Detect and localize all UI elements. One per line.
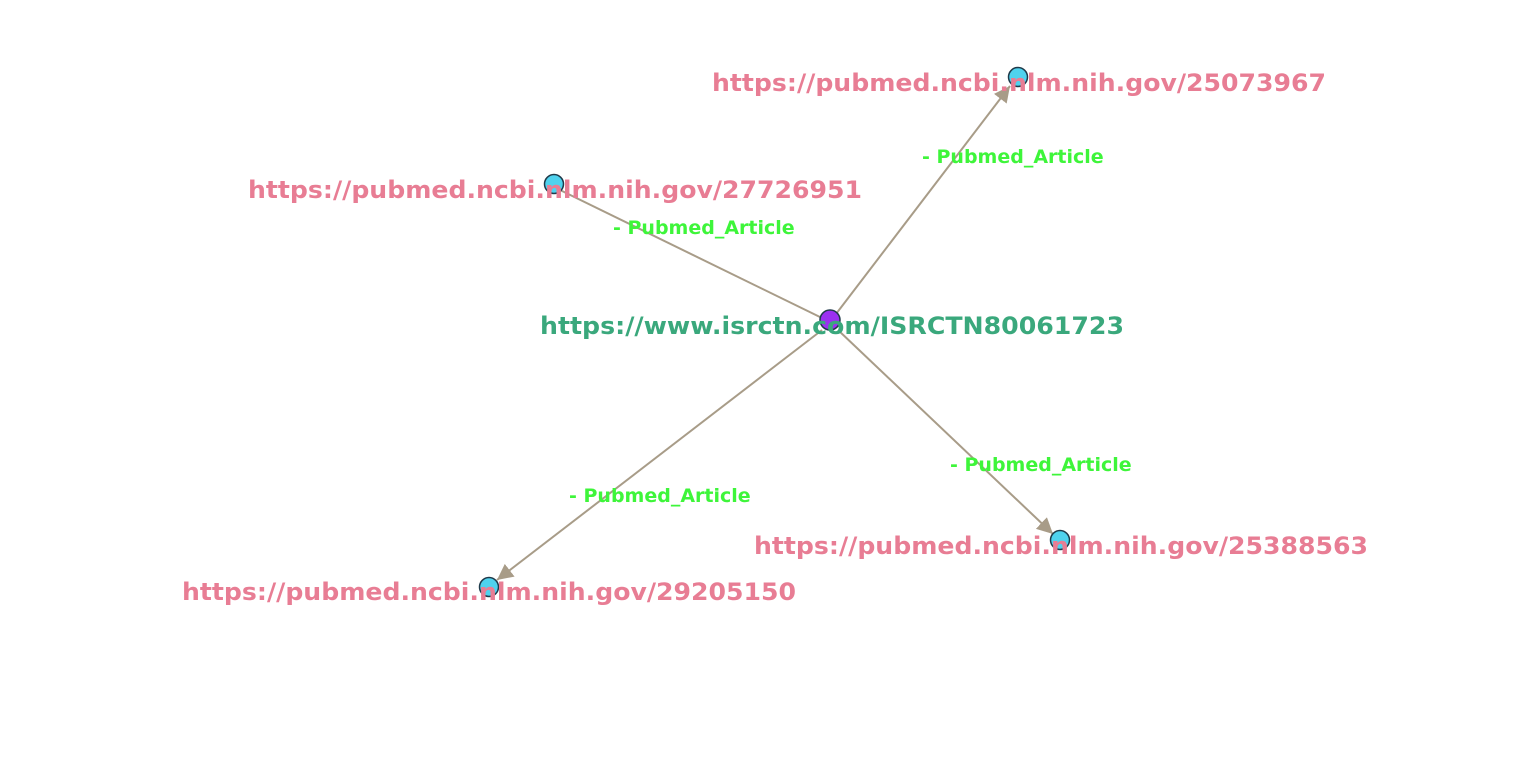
edge-label-29205150: - Pubmed_Article xyxy=(569,485,751,507)
edge-label-27726951: - Pubmed_Article xyxy=(613,217,795,239)
leaf-label-25388563[interactable]: https://pubmed.ncbi.nlm.nih.gov/25388563 xyxy=(754,532,1368,560)
leaf-label-29205150[interactable]: https://pubmed.ncbi.nlm.nih.gov/29205150 xyxy=(182,578,796,606)
edge-label-25073967: - Pubmed_Article xyxy=(922,146,1104,168)
edge-to-27726951[interactable] xyxy=(560,190,822,318)
edge-to-25388563[interactable] xyxy=(838,330,1053,534)
edge-label-25388563: - Pubmed_Article xyxy=(950,454,1132,476)
leaf-label-27726951[interactable]: https://pubmed.ncbi.nlm.nih.gov/27726951 xyxy=(248,176,862,204)
node-labels: https://www.isrctn.com/ISRCTN80061723 ht… xyxy=(182,69,1368,606)
leaf-label-25073967[interactable]: https://pubmed.ncbi.nlm.nih.gov/25073967 xyxy=(712,69,1326,97)
center-node-label[interactable]: https://www.isrctn.com/ISRCTN80061723 xyxy=(540,312,1124,340)
edge-to-25073967[interactable] xyxy=(836,86,1010,314)
